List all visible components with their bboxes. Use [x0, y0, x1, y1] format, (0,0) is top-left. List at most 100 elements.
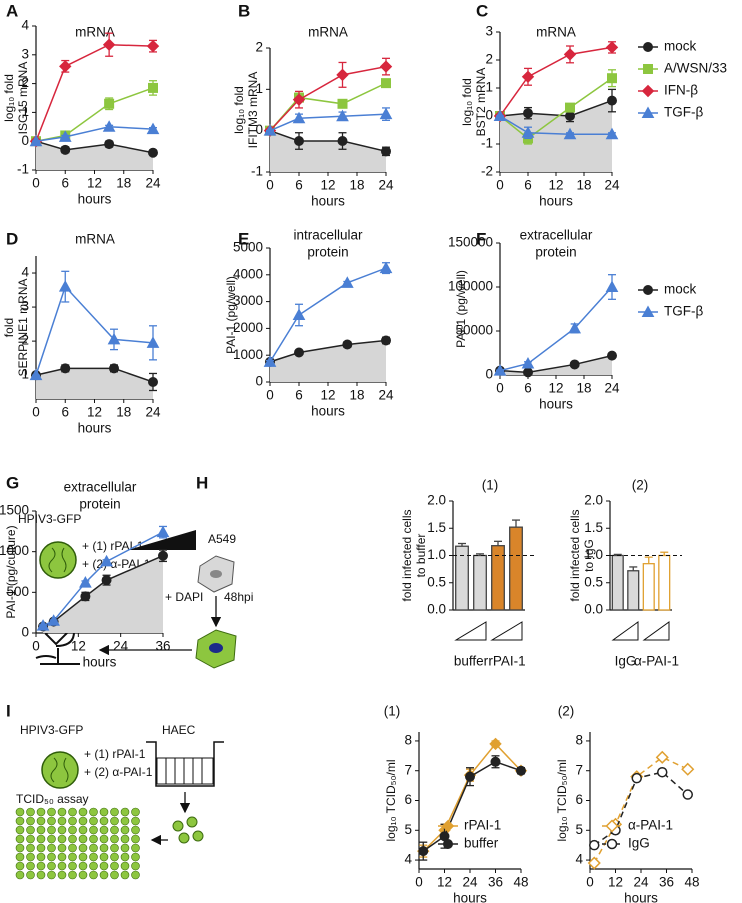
- well: [99, 861, 109, 871]
- point: [101, 575, 112, 586]
- legend-marker: [643, 285, 653, 295]
- y-tick-label: 500: [6, 584, 29, 599]
- well: [15, 852, 25, 862]
- bar: [642, 563, 655, 611]
- y-tick-label: 0: [255, 122, 263, 137]
- y-tick-label: 0.0: [584, 602, 603, 617]
- y-tick-label: 2.0: [427, 493, 446, 508]
- well: [57, 816, 67, 826]
- point: [563, 48, 577, 61]
- line: [499, 115, 612, 135]
- panel-title: intracellular: [293, 228, 363, 243]
- point: [589, 839, 600, 851]
- y-tick-label: 6: [404, 792, 412, 807]
- line: [499, 286, 613, 372]
- point: [607, 73, 617, 84]
- point: [563, 127, 577, 140]
- panel-title: protein: [535, 245, 576, 260]
- y-tick-label: 1: [21, 104, 29, 119]
- well: [26, 852, 35, 862]
- nucleus: [210, 570, 222, 578]
- well: [68, 870, 77, 880]
- x-tick-label: 24: [113, 639, 129, 654]
- cell-label: HAEC: [162, 723, 196, 737]
- legend-marker: [641, 84, 655, 98]
- point: [381, 78, 391, 89]
- x-tick-label: 18: [349, 388, 364, 403]
- point: [107, 332, 121, 345]
- x-tick-label: 0: [32, 405, 40, 420]
- nucleus: [209, 643, 223, 653]
- point: [523, 367, 533, 378]
- transwell-icon: [146, 741, 224, 787]
- y-tick-label: 2000: [233, 320, 263, 335]
- y-axis-label: to buffer: [414, 534, 428, 578]
- point: [379, 107, 393, 120]
- legend-label: IFN-β: [664, 83, 698, 98]
- well: [26, 807, 35, 817]
- x-axis-label: hours: [453, 891, 487, 903]
- y-tick-label: 1.0: [584, 547, 603, 562]
- well: [26, 834, 35, 844]
- well: [68, 825, 77, 835]
- group-label: buffer: [454, 654, 489, 669]
- y-tick-label: -1: [17, 162, 29, 177]
- line: [499, 46, 613, 117]
- well: [26, 870, 35, 880]
- y-tick-label: -1: [251, 164, 263, 179]
- panel-title: (1): [482, 478, 499, 493]
- y-tick-label: 7: [575, 762, 583, 777]
- y-tick-label: 8: [575, 732, 583, 747]
- area: [500, 355, 612, 375]
- x-tick-label: 12: [548, 178, 563, 193]
- x-tick-label: 48: [513, 875, 528, 890]
- well: [78, 816, 88, 826]
- virus-icon: [39, 541, 77, 579]
- well: [131, 816, 140, 826]
- x-tick-label: 24: [378, 388, 394, 403]
- x-tick-label: 0: [32, 176, 40, 191]
- point: [607, 95, 617, 106]
- x-tick-label: 48: [684, 875, 699, 890]
- well: [110, 852, 119, 862]
- y-tick-label: 4: [575, 852, 583, 867]
- well: [110, 843, 119, 853]
- point: [158, 550, 168, 561]
- well: [120, 834, 130, 844]
- well: [15, 870, 25, 880]
- legend-marker: [643, 64, 653, 74]
- point: [104, 98, 115, 109]
- y-tick-label: 4: [404, 852, 412, 867]
- x-tick-label: 0: [586, 875, 594, 890]
- x-axis-label: hours: [311, 404, 345, 419]
- point: [337, 98, 348, 109]
- x-axis-label: hours: [624, 891, 658, 903]
- point: [381, 146, 391, 157]
- legend-label: buffer: [464, 836, 499, 851]
- plate-icon: [15, 807, 140, 880]
- point: [337, 136, 348, 146]
- well: [120, 852, 130, 862]
- time-label: 48hpi: [224, 590, 253, 604]
- x-tick-label: 18: [349, 178, 364, 193]
- well: [26, 825, 35, 835]
- well: [99, 852, 109, 862]
- point: [379, 261, 393, 274]
- virus-icon: [41, 751, 79, 789]
- y-tick-label: 2: [21, 75, 29, 90]
- x-tick-label: 12: [320, 388, 335, 403]
- well: [78, 834, 88, 844]
- well: [89, 807, 98, 817]
- well: [47, 825, 56, 835]
- y-axis-label: log₁₀ TCID₅₀/ml: [384, 760, 398, 842]
- point: [36, 619, 50, 631]
- x-tick-label: 12: [608, 875, 623, 890]
- y-tick-label: 4000: [233, 266, 263, 281]
- y-tick-label: 5: [575, 822, 583, 837]
- point: [605, 41, 619, 54]
- x-tick-label: 24: [633, 875, 649, 890]
- y-axis-label: BST2 mRNA: [474, 68, 488, 137]
- y-tick-label: 5: [404, 822, 412, 837]
- x-tick-label: 0: [415, 875, 423, 890]
